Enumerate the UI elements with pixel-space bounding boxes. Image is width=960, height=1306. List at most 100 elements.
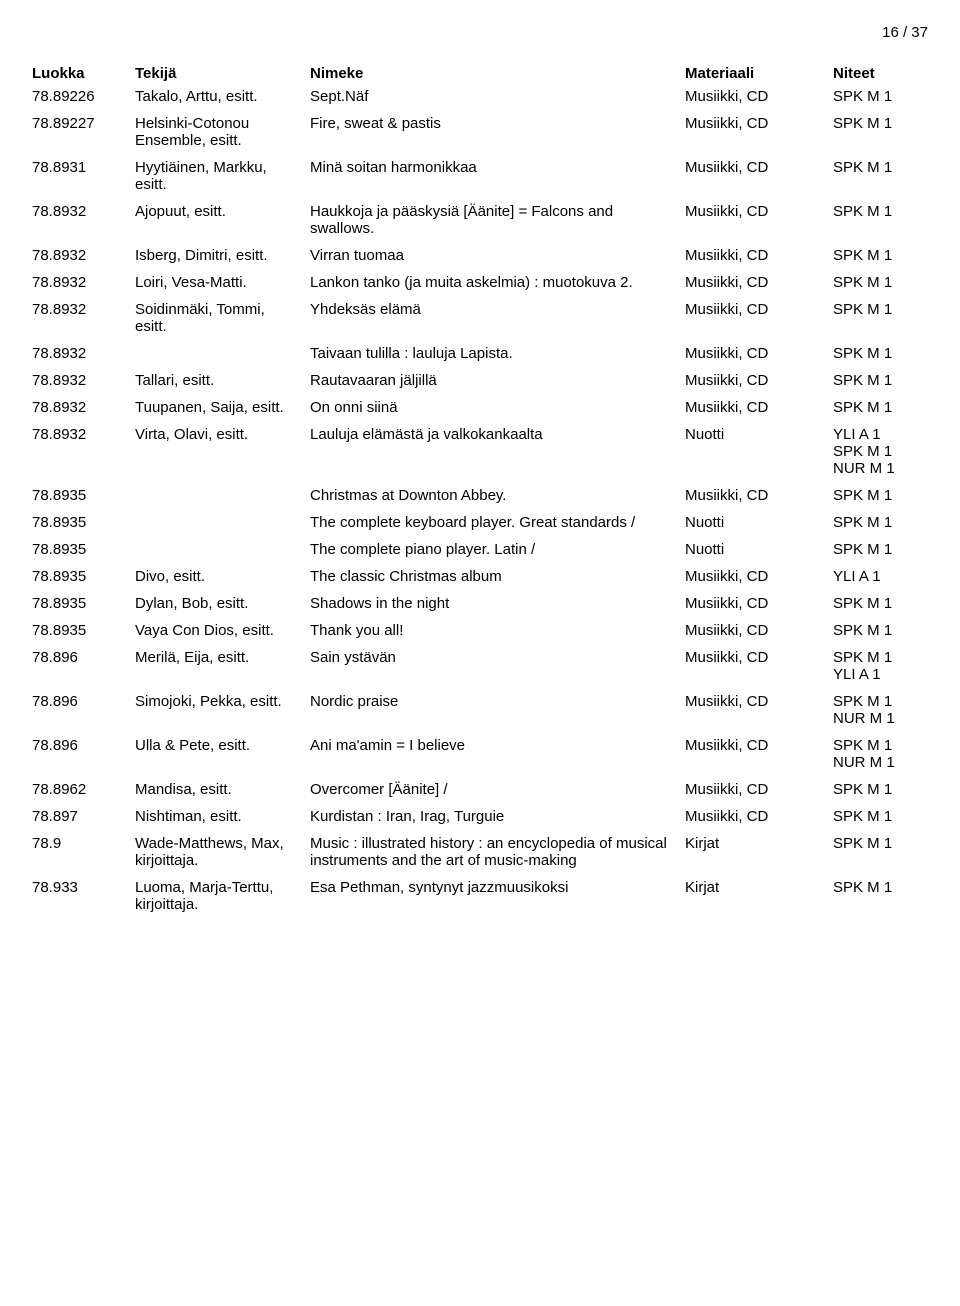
cell-nimeke: Taivaan tulilla : lauluja Lapista. — [310, 345, 685, 362]
cell-materiaali: Musiikki, CD — [685, 88, 833, 105]
cell-nimeke: Rautavaaran jäljillä — [310, 372, 685, 389]
table-row: 78.896Ulla & Pete, esitt.Ani ma'amin = I… — [32, 737, 928, 771]
cell-nimeke: Yhdeksäs elämä — [310, 301, 685, 318]
cell-nimeke: Christmas at Downton Abbey. — [310, 487, 685, 504]
table-row: 78.8932Virta, Olavi, esitt.Lauluja elämä… — [32, 426, 928, 477]
table-row: 78.896Merilä, Eija, esitt.Sain ystävänMu… — [32, 649, 928, 683]
cell-luokka: 78.8935 — [32, 541, 135, 558]
cell-niteet: YLI A 1SPK M 1NUR M 1 — [833, 426, 923, 477]
cell-luokka: 78.8932 — [32, 203, 135, 220]
niteet-line: SPK M 1 — [833, 781, 923, 798]
table-row: 78.8931Hyytiäinen, Markku, esitt.Minä so… — [32, 159, 928, 193]
cell-luokka: 78.8935 — [32, 595, 135, 612]
cell-materiaali: Musiikki, CD — [685, 274, 833, 291]
table-row: 78.89227Helsinki-Cotonou Ensemble, esitt… — [32, 115, 928, 149]
cell-nimeke: Thank you all! — [310, 622, 685, 639]
niteet-line: SPK M 1 — [833, 541, 923, 558]
cell-luokka: 78.89227 — [32, 115, 135, 132]
table-row: 78.897Nishtiman, esitt.Kurdistan : Iran,… — [32, 808, 928, 825]
cell-luokka: 78.896 — [32, 737, 135, 754]
cell-luokka: 78.8932 — [32, 301, 135, 318]
cell-niteet: SPK M 1 — [833, 203, 923, 220]
cell-materiaali: Musiikki, CD — [685, 693, 833, 710]
table-row: 78.933Luoma, Marja-Terttu, kirjoittaja.E… — [32, 879, 928, 913]
niteet-line: SPK M 1 — [833, 487, 923, 504]
cell-tekija: Wade-Matthews, Max, kirjoittaja. — [135, 835, 310, 869]
cell-luokka: 78.8932 — [32, 399, 135, 416]
niteet-line: NUR M 1 — [833, 460, 923, 477]
cell-niteet: YLI A 1 — [833, 568, 923, 585]
cell-niteet: SPK M 1 — [833, 514, 923, 531]
table-row: 78.89226Takalo, Arttu, esitt.Sept.NäfMus… — [32, 88, 928, 105]
cell-materiaali: Nuotti — [685, 426, 833, 443]
niteet-line: SPK M 1 — [833, 835, 923, 852]
cell-materiaali: Musiikki, CD — [685, 781, 833, 798]
cell-niteet: SPK M 1 — [833, 781, 923, 798]
cell-tekija: Merilä, Eija, esitt. — [135, 649, 310, 666]
niteet-line: SPK M 1 — [833, 159, 923, 176]
cell-luokka: 78.8935 — [32, 487, 135, 504]
table-row: 78.8932Ajopuut, esitt.Haukkoja ja pääsky… — [32, 203, 928, 237]
cell-tekija: Mandisa, esitt. — [135, 781, 310, 798]
cell-materiaali: Musiikki, CD — [685, 372, 833, 389]
table-row: 78.9Wade-Matthews, Max, kirjoittaja.Musi… — [32, 835, 928, 869]
cell-nimeke: Lauluja elämästä ja valkokankaalta — [310, 426, 685, 443]
niteet-line: SPK M 1 — [833, 595, 923, 612]
cell-luokka: 78.8932 — [32, 345, 135, 362]
cell-tekija: Divo, esitt. — [135, 568, 310, 585]
cell-nimeke: On onni siinä — [310, 399, 685, 416]
cell-niteet: SPK M 1 — [833, 372, 923, 389]
niteet-line: SPK M 1 — [833, 203, 923, 220]
cell-tekija: Isberg, Dimitri, esitt. — [135, 247, 310, 264]
cell-tekija: Simojoki, Pekka, esitt. — [135, 693, 310, 710]
cell-niteet: SPK M 1 — [833, 622, 923, 639]
cell-niteet: SPK M 1 — [833, 541, 923, 558]
cell-tekija: Nishtiman, esitt. — [135, 808, 310, 825]
cell-niteet: SPK M 1 — [833, 808, 923, 825]
cell-tekija: Ulla & Pete, esitt. — [135, 737, 310, 754]
cell-luokka: 78.8932 — [32, 274, 135, 291]
catalog-table: Luokka Tekijä Nimeke Materiaali Niteet 7… — [32, 65, 928, 913]
niteet-line: SPK M 1 — [833, 737, 923, 754]
niteet-line: SPK M 1 — [833, 879, 923, 896]
cell-nimeke: The complete piano player. Latin / — [310, 541, 685, 558]
niteet-line: NUR M 1 — [833, 710, 923, 727]
table-row: 78.8935 Christmas at Downton Abbey.Musiik… — [32, 487, 928, 504]
niteet-line: SPK M 1 — [833, 514, 923, 531]
cell-nimeke: The complete keyboard player. Great stan… — [310, 514, 685, 531]
cell-niteet: SPK M 1 — [833, 399, 923, 416]
niteet-line: SPK M 1 — [833, 443, 923, 460]
cell-luokka: 78.8932 — [32, 247, 135, 264]
cell-luokka: 78.933 — [32, 879, 135, 896]
cell-tekija: Soidinmäki, Tommi, esitt. — [135, 301, 310, 335]
cell-nimeke: Haukkoja ja pääskysiä [Äänite] = Falcons… — [310, 203, 685, 237]
cell-nimeke: The classic Christmas album — [310, 568, 685, 585]
niteet-line: SPK M 1 — [833, 649, 923, 666]
cell-niteet: SPK M 1 — [833, 301, 923, 318]
cell-nimeke: Nordic praise — [310, 693, 685, 710]
cell-niteet: SPK M 1 — [833, 879, 923, 896]
cell-materiaali: Musiikki, CD — [685, 649, 833, 666]
niteet-line: SPK M 1 — [833, 115, 923, 132]
cell-niteet: SPK M 1 — [833, 88, 923, 105]
niteet-line: SPK M 1 — [833, 808, 923, 825]
cell-niteet: SPK M 1YLI A 1 — [833, 649, 923, 683]
cell-tekija: Luoma, Marja-Terttu, kirjoittaja. — [135, 879, 310, 913]
niteet-line: SPK M 1 — [833, 247, 923, 264]
cell-luokka: 78.8935 — [32, 514, 135, 531]
cell-tekija: Takalo, Arttu, esitt. — [135, 88, 310, 105]
cell-nimeke: Sept.Näf — [310, 88, 685, 105]
header-tekija: Tekijä — [135, 65, 310, 82]
cell-luokka: 78.897 — [32, 808, 135, 825]
cell-luokka: 78.8932 — [32, 426, 135, 443]
cell-luokka: 78.89226 — [32, 88, 135, 105]
cell-tekija: Vaya Con Dios, esitt. — [135, 622, 310, 639]
cell-materiaali: Musiikki, CD — [685, 487, 833, 504]
cell-tekija: Hyytiäinen, Markku, esitt. — [135, 159, 310, 193]
cell-niteet: SPK M 1 — [833, 247, 923, 264]
cell-materiaali: Musiikki, CD — [685, 399, 833, 416]
header-nimeke: Nimeke — [310, 65, 685, 82]
table-row: 78.8932Soidinmäki, Tommi, esitt.Yhdeksäs… — [32, 301, 928, 335]
table-row: 78.8932Tuupanen, Saija, esitt.On onni si… — [32, 399, 928, 416]
cell-niteet: SPK M 1 — [833, 835, 923, 852]
